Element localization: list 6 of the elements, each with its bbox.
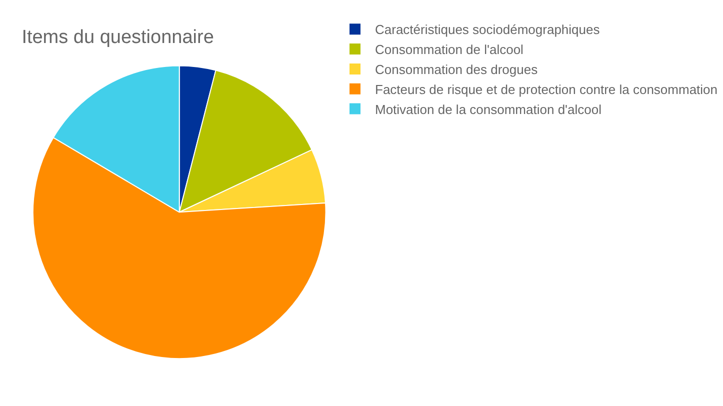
legend-label: Motivation de la consommation d'alcool <box>375 102 602 117</box>
legend-label: Consommation des drogues <box>375 62 538 78</box>
legend-label: Caractéristiques sociodémographiques <box>375 22 600 38</box>
chart-title: Items du questionnaire <box>22 27 214 48</box>
legend-label: Facteurs de risque et de protection contre la consommation <box>375 82 718 97</box>
legend-label: Consommation de l'alcool <box>375 42 524 58</box>
